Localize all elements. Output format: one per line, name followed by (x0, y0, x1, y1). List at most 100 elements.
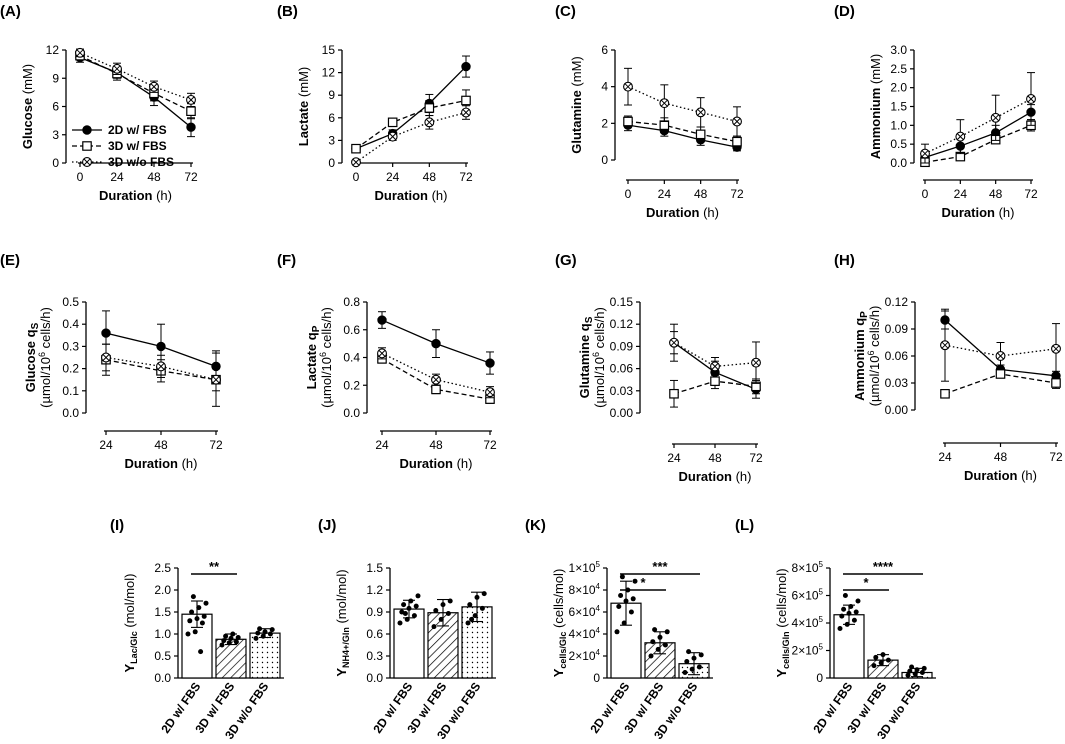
series-line (381, 358, 491, 400)
panel-label: (B) (277, 3, 298, 20)
y-tick-label: 8×105 (792, 560, 824, 575)
data-point (648, 653, 654, 659)
data-point (255, 630, 261, 636)
y-tick-label: 3 (328, 133, 335, 147)
data-point (260, 633, 266, 639)
data-point (156, 341, 166, 352)
panel-k: (K) 0 2×104 4×104 6×104 8×104 1×105Ycells/Glc … (525, 517, 713, 742)
data-point (921, 665, 927, 671)
data-point (630, 596, 636, 602)
y-tick-label: 0.0 (366, 671, 383, 685)
y-tick-label: 0 (328, 156, 335, 170)
y-tick-label: 0.4 (343, 351, 360, 365)
data-point (203, 600, 209, 606)
y-tick-label: 0.0 (890, 156, 907, 170)
y-tick-label: 0.1 (62, 384, 79, 398)
series-line (924, 98, 1032, 155)
data-point (920, 148, 930, 159)
y-tick-label: 2 (601, 116, 608, 130)
y-tick-label: 0.0 (62, 406, 79, 420)
y-tick-label: 1.5 (890, 100, 907, 114)
data-point (614, 629, 620, 635)
y-tick-label: 9 (52, 71, 59, 85)
y-tick-label: 12 (322, 66, 336, 80)
data-point (461, 61, 471, 72)
series-3d-w-o-fbs (669, 331, 761, 384)
y-tick-label: 0.6 (343, 323, 360, 337)
panel-label: (G) (555, 252, 577, 269)
data-point (655, 646, 661, 652)
y-tick-label: 0.03 (885, 376, 909, 390)
series-2d-w-fbs (920, 104, 1036, 163)
y-tick-label: 0.4 (62, 317, 79, 331)
panel-j: (J) 0.0 0.3 0.6 0.9 1.2 1.5 YNH4+/Gln (mol/mol)… (318, 517, 496, 742)
panel-e: (E) 0.0 0.1 0.2 0.3 0.4 0.5 24 48 72 Duration (h) G… (0, 252, 223, 471)
data-point (662, 642, 668, 648)
data-point (401, 602, 407, 608)
data-point (871, 663, 877, 669)
data-point (919, 670, 925, 675)
data-point (914, 667, 920, 673)
legend-label: 2D w/ FBS (108, 123, 167, 137)
data-point (474, 594, 480, 600)
data-point (226, 640, 232, 646)
y-tick-label: 6 (52, 100, 59, 114)
y-tick-label: 0.5 (62, 295, 79, 309)
panel-d: (D) 0.0 0.5 1.0 1.5 2.0 2.5 3.0 0 24 48 72 Duration … (834, 3, 1038, 220)
data-point (351, 143, 361, 154)
y-tick-label: 4 (601, 80, 608, 94)
data-point (632, 578, 638, 584)
data-point (235, 635, 241, 641)
y-tick-label: 0.0 (343, 406, 360, 420)
panel-g: (G) 0.00 0.03 0.06 0.09 0.12 0.15 24 48 72 Duratio… (555, 252, 763, 484)
panel-b: (B) 0 3 6 9 12 15 0 24 48 72 Duration (h) Lactate (m… (277, 3, 473, 203)
x-tick-label: 72 (1024, 187, 1038, 201)
data-point (447, 598, 453, 604)
data-point (698, 652, 704, 658)
series-line (627, 124, 738, 148)
x-tick-label: 48 (154, 438, 168, 452)
series-line (355, 99, 467, 150)
data-point (485, 358, 495, 368)
x-axis-label: Duration (h) (942, 205, 1015, 220)
y-tick-label: 0.2 (62, 362, 79, 376)
panel-h: (H) 0.00 0.03 0.06 0.09 0.12 24 48 72 Duration (h… (834, 252, 1063, 483)
data-point (211, 374, 221, 385)
x-tick-label: 48 (708, 451, 722, 465)
x-axis-label: Duration (h) (375, 188, 448, 203)
data-point (623, 116, 633, 127)
legend-label: 3D w/o FBS (108, 155, 174, 169)
x-tick-label: 48 (989, 187, 1003, 201)
series-3d-w-o-fbs (351, 105, 471, 168)
data-point (659, 120, 670, 130)
data-point (257, 626, 263, 632)
x-tick-label: 24 (99, 438, 113, 452)
data-point (851, 617, 857, 623)
series-line (79, 55, 192, 112)
data-point (253, 635, 259, 641)
significance-label: * (640, 575, 646, 590)
x-tick-label: 0 (353, 170, 360, 184)
data-point (196, 605, 202, 611)
data-point (440, 602, 446, 608)
x-tick-label: 48 (423, 170, 437, 184)
data-point (485, 387, 495, 398)
series-line (355, 111, 467, 163)
x-tick-label: 0 (77, 170, 84, 184)
data-point (995, 351, 1006, 361)
y-axis-label: Lactate (mM) (296, 67, 311, 146)
data-point (186, 122, 196, 132)
x-tick-label: 72 (730, 187, 744, 201)
data-point (657, 634, 663, 640)
data-point (878, 660, 884, 666)
y-tick-label: 6×104 (569, 604, 601, 619)
y-tick-label: 0.2 (343, 378, 360, 392)
data-point (201, 613, 207, 619)
x-tick-label: 48 (429, 438, 443, 452)
y-tick-label: 0.06 (610, 362, 634, 376)
data-point (269, 627, 275, 633)
legend: 2D w/ FBS 3D w/ FBS 3D w/o FBS (72, 123, 174, 169)
data-point (402, 610, 408, 616)
y-tick-label: 9 (328, 88, 335, 102)
